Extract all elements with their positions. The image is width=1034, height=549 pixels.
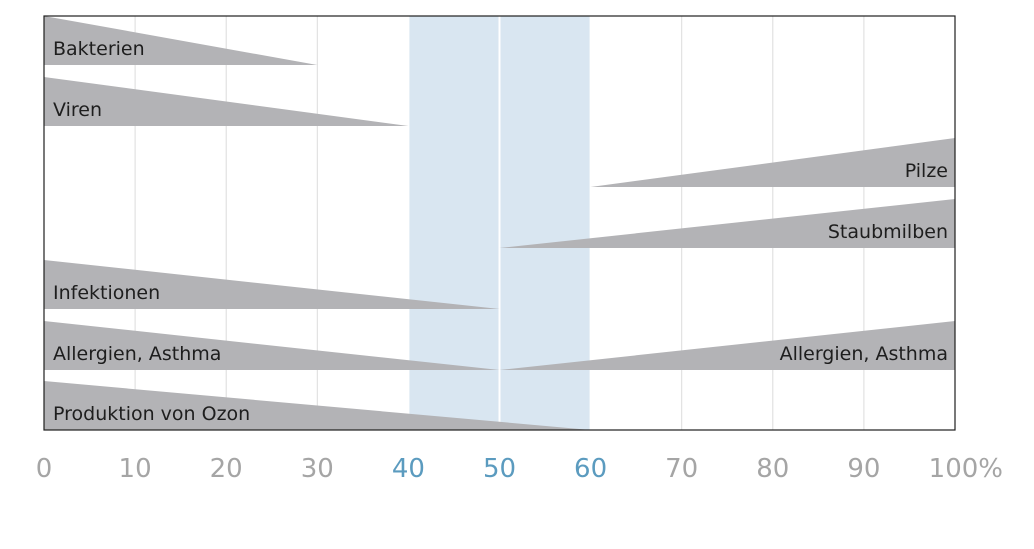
bar-label: Infektionen	[53, 282, 160, 304]
wedge-bar	[44, 77, 409, 126]
bar-labels: Bakterien Viren Pilze Staubmilben Infektione…	[53, 38, 948, 425]
x-tick-label: 90	[847, 454, 880, 484]
x-tick-label: 70	[665, 454, 698, 484]
bar-label: Pilze	[905, 160, 948, 182]
bar-label: Allergien, Asthma	[780, 343, 948, 365]
wedge-bar	[590, 138, 955, 187]
x-tick-label: 20	[210, 454, 243, 484]
wedge-bar	[44, 16, 318, 65]
wedge-bar	[44, 260, 500, 309]
plot-frame	[43, 15, 956, 431]
x-tick-label: 40	[392, 454, 425, 484]
x-tick-label: 50	[483, 454, 516, 484]
x-tick-label: 10	[119, 454, 152, 484]
x-tick-label: 60	[574, 454, 607, 484]
wedge-bar	[499, 199, 955, 248]
x-tick-label: 0	[36, 454, 53, 484]
wedge-bar	[44, 321, 500, 370]
bar-label: Produktion von Ozon	[53, 403, 250, 425]
wedge-bar	[44, 381, 591, 430]
bar-label: Bakterien	[53, 38, 145, 60]
x-tick-label: 80	[756, 454, 789, 484]
x-tick-label: 100%	[929, 454, 1003, 484]
bars	[44, 16, 955, 430]
bar-label: Allergien, Asthma	[53, 343, 221, 365]
wedge-bar	[499, 321, 955, 370]
x-tick-label: 30	[301, 454, 334, 484]
x-axis-tick-labels: 0 10 20 30 40 50 60 70 80 90 100%	[36, 454, 1003, 484]
bar-label: Viren	[53, 99, 102, 121]
bar-label: Staubmilben	[828, 221, 948, 243]
